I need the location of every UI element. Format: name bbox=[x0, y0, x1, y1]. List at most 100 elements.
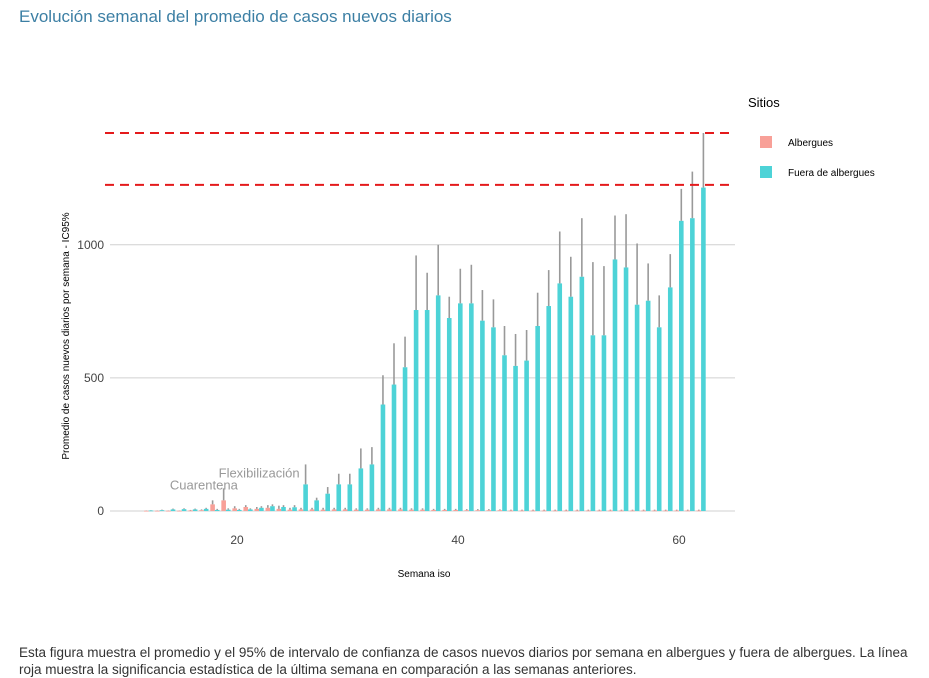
bar-fuera-23 bbox=[270, 506, 275, 511]
bar-fuera-22 bbox=[259, 507, 264, 511]
y-tick-label-0: 0 bbox=[97, 504, 104, 518]
bar-albergues-51 bbox=[574, 510, 580, 512]
bar-fuera-54 bbox=[612, 259, 618, 511]
x-axis-title: Semana iso bbox=[398, 569, 451, 580]
bar-fuera-40 bbox=[458, 303, 463, 511]
bar-fuera-24 bbox=[281, 507, 286, 511]
bar-fuera-26 bbox=[303, 484, 308, 511]
bar-fuera-13 bbox=[159, 510, 165, 512]
bar-albergues-58 bbox=[652, 510, 657, 512]
bar-albergues-60 bbox=[674, 510, 679, 512]
bar-fuera-15 bbox=[181, 509, 187, 511]
bar-albergues-42 bbox=[475, 510, 481, 512]
bar-fuera-12 bbox=[148, 510, 154, 512]
bar-albergues-43 bbox=[486, 510, 492, 512]
bar-fuera-17 bbox=[203, 508, 209, 511]
bar-albergues-28 bbox=[320, 509, 326, 511]
bar-fuera-14 bbox=[170, 509, 176, 511]
bar-albergues-27 bbox=[309, 509, 315, 511]
bar-fuera-42 bbox=[480, 320, 485, 511]
bar-albergues-62 bbox=[696, 510, 702, 512]
bar-fuera-45 bbox=[513, 365, 518, 511]
bar-albergues-37 bbox=[420, 509, 425, 511]
figure-caption: Esta figura muestra el promedio y el 95%… bbox=[19, 645, 908, 677]
bar-fuera-58 bbox=[656, 327, 662, 511]
bar-fuera-50 bbox=[568, 296, 574, 511]
error-bars-group bbox=[145, 133, 705, 511]
bar-fuera-31 bbox=[358, 468, 364, 511]
bar-albergues-40 bbox=[453, 509, 458, 511]
bar-albergues-20 bbox=[232, 508, 237, 511]
page-title: Evolución semanal del promedio de casos … bbox=[19, 7, 452, 26]
bar-fuera-34 bbox=[391, 384, 397, 511]
x-tick-label-60: 60 bbox=[672, 533, 686, 547]
bar-albergues-50 bbox=[563, 510, 569, 512]
bar-albergues-23 bbox=[265, 507, 271, 511]
bar-albergues-35 bbox=[398, 509, 403, 511]
bar-albergues-52 bbox=[586, 510, 591, 512]
bar-albergues-33 bbox=[376, 509, 381, 511]
bar-albergues-38 bbox=[431, 509, 436, 511]
bar-fuera-60 bbox=[679, 220, 684, 511]
bar-albergues-15 bbox=[177, 510, 182, 512]
bar-fuera-19 bbox=[225, 509, 231, 511]
bar-fuera-28 bbox=[325, 493, 330, 511]
y-axis-title: Promedio de casos nuevos diarios por sem… bbox=[61, 212, 72, 459]
bar-albergues-55 bbox=[619, 510, 624, 512]
bar-albergues-56 bbox=[630, 510, 635, 512]
bar-albergues-44 bbox=[497, 510, 503, 512]
legend: Sitios Albergues Fuera de albergues bbox=[748, 95, 875, 179]
bar-albergues-17 bbox=[199, 510, 204, 512]
bar-chart: 20 40 60 0 500 1000 Semana iso Promedio de c… bbox=[61, 95, 875, 580]
bar-fuera-55 bbox=[623, 267, 629, 511]
bar-fuera-49 bbox=[557, 283, 563, 511]
bar-fuera-35 bbox=[402, 367, 408, 511]
bar-albergues-46 bbox=[519, 510, 525, 512]
bar-fuera-16 bbox=[192, 509, 198, 511]
bar-albergues-45 bbox=[508, 510, 514, 512]
annotation-1: Cuarentena bbox=[170, 478, 239, 493]
bar-albergues-61 bbox=[685, 510, 691, 512]
bar-fuera-36 bbox=[413, 310, 419, 511]
bar-albergues-29 bbox=[331, 509, 337, 511]
bar-fuera-48 bbox=[546, 306, 551, 511]
bar-albergues-53 bbox=[597, 510, 602, 512]
y-axis-ticks: 0 500 1000 bbox=[77, 238, 104, 518]
bar-albergues-39 bbox=[442, 509, 447, 511]
bar-albergues-49 bbox=[552, 510, 558, 512]
y-tick-label-500: 500 bbox=[84, 371, 104, 385]
bar-fuera-37 bbox=[424, 310, 430, 511]
bar-albergues-21 bbox=[243, 507, 249, 511]
bar-fuera-21 bbox=[248, 509, 253, 511]
bar-fuera-62 bbox=[701, 187, 706, 511]
bar-fuera-39 bbox=[446, 318, 452, 511]
bar-fuera-51 bbox=[579, 276, 585, 511]
legend-title: Sitios bbox=[748, 95, 780, 110]
bar-fuera-53 bbox=[601, 335, 607, 511]
bar-fuera-41 bbox=[469, 303, 474, 511]
bar-albergues-24 bbox=[276, 508, 282, 511]
bar-fuera-38 bbox=[435, 295, 441, 511]
legend-swatch-fuera-de-albergues bbox=[760, 166, 772, 178]
bar-fuera-47 bbox=[535, 325, 540, 511]
bar-albergues-26 bbox=[298, 509, 304, 511]
bar-fuera-56 bbox=[634, 304, 640, 511]
x-tick-label-40: 40 bbox=[451, 533, 465, 547]
bar-albergues-13 bbox=[155, 510, 160, 512]
bar-albergues-54 bbox=[608, 510, 613, 512]
bar-fuera-46 bbox=[524, 360, 529, 511]
bar-albergues-59 bbox=[663, 510, 668, 512]
bar-fuera-52 bbox=[590, 335, 596, 511]
legend-swatch-albergues bbox=[760, 136, 772, 148]
y-tick-label-1000: 1000 bbox=[77, 238, 104, 252]
bar-fuera-27 bbox=[314, 500, 319, 511]
bar-fuera-32 bbox=[369, 464, 375, 511]
bar-albergues-57 bbox=[641, 510, 646, 512]
reference-lines bbox=[105, 132, 735, 186]
x-axis-ticks: 20 40 60 bbox=[230, 533, 686, 547]
bar-albergues-31 bbox=[353, 509, 359, 511]
bar-fuera-30 bbox=[347, 484, 353, 511]
annotation-2: Flexibilización bbox=[219, 466, 300, 481]
bar-albergues-19 bbox=[221, 500, 226, 511]
bar-fuera-43 bbox=[491, 327, 496, 511]
